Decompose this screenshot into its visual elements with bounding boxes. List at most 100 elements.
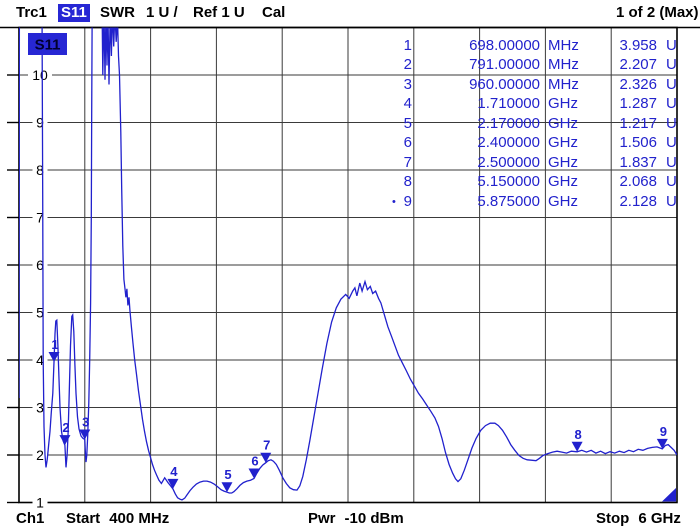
- plot-trace-chip-bg[interactable]: [28, 33, 67, 55]
- marker-7-label: 7: [263, 438, 270, 453]
- marker-3-label: 3: [82, 415, 89, 430]
- marker-9-triangle-icon: [656, 438, 668, 449]
- y-label-bg: [32, 258, 48, 272]
- cal-indicator: Cal: [262, 4, 286, 21]
- marker-row-2: 2 791.00000 MHz 2.207 U: [390, 55, 690, 75]
- y-axis-label: 4: [36, 352, 44, 368]
- marker-n: 2: [403, 56, 412, 73]
- marker-4-triangle-icon: [167, 478, 179, 489]
- marker-value: 1.217: [619, 114, 657, 132]
- marker-6-triangle-icon: [248, 468, 260, 479]
- start-frequency[interactable]: Start 400 MHz: [66, 510, 170, 527]
- marker-u: U: [666, 36, 677, 54]
- marker-unit: GHz: [548, 192, 578, 210]
- marker-6-label: 6: [251, 453, 258, 468]
- marker-value: 2.128: [619, 192, 657, 210]
- marker-value: 2.068: [619, 173, 657, 190]
- marker-n: 3: [403, 75, 412, 93]
- marker-value: 3.958: [619, 36, 657, 54]
- marker-2-triangle-icon: [59, 435, 71, 446]
- marker-freq: 791.00000: [469, 56, 540, 73]
- marker-freq: 698.00000: [469, 36, 540, 54]
- scale-per-div[interactable]: 1 U /: [146, 4, 178, 21]
- marker-n: 4: [403, 95, 412, 112]
- marker-row-1: 1 698.00000 MHz 3.958 U: [390, 36, 690, 56]
- trace-count-status: 1 of 2 (Max): [616, 4, 699, 21]
- marker-n: 6: [403, 134, 412, 151]
- source-power[interactable]: Pwr -10 dBm: [308, 510, 404, 527]
- y-label-bg: [32, 115, 48, 130]
- marker-unit: GHz: [548, 95, 578, 112]
- y-axis-label: 9: [36, 115, 44, 131]
- marker-u: U: [666, 153, 677, 171]
- marker-freq: 960.00000: [469, 75, 540, 93]
- marker-value: 1.837: [619, 153, 657, 171]
- marker-u: U: [666, 173, 677, 190]
- marker-n: 7: [403, 153, 412, 171]
- marker-unit: MHz: [548, 75, 579, 93]
- marker-value: 2.207: [619, 56, 657, 73]
- marker-freq: 1.710000: [477, 95, 540, 112]
- marker-unit: GHz: [548, 153, 578, 171]
- marker-u: U: [666, 114, 677, 132]
- marker-5-triangle-icon: [221, 482, 233, 493]
- y-label-bg: [32, 305, 48, 320]
- marker-1-label: 1: [51, 337, 58, 352]
- marker-8-label: 8: [575, 427, 582, 442]
- active-marker-dot-icon: •: [392, 195, 396, 208]
- stop-frequency[interactable]: Stop 6 GHz: [596, 510, 681, 527]
- marker-freq: 2.500000: [477, 153, 540, 171]
- reference-level[interactable]: Ref 1 U: [193, 4, 245, 21]
- marker-5-label: 5: [224, 467, 231, 482]
- marker-unit: MHz: [548, 36, 579, 54]
- y-axis-label: 7: [36, 210, 44, 226]
- marker-7-triangle-icon: [260, 452, 272, 463]
- marker-row-3: 3 960.00000 MHz 2.326 U: [390, 75, 690, 95]
- y-axis-label: 1: [36, 495, 44, 511]
- marker-3-triangle-icon: [79, 429, 91, 440]
- s-parameter-chip[interactable]: S11: [58, 4, 90, 22]
- marker-n: 9: [403, 192, 412, 210]
- marker-u: U: [666, 75, 677, 93]
- y-label-bg: [32, 163, 48, 177]
- y-axis-label: 3: [36, 400, 44, 416]
- marker-row-5: 5 2.170000 GHz 1.217 U: [390, 114, 690, 134]
- y-axis-label: 8: [36, 162, 44, 178]
- marker-row-9: • 9 5.875000 GHz 2.128 U: [390, 192, 690, 212]
- marker-freq: 5.875000: [477, 192, 540, 210]
- y-axis-label: 5: [36, 305, 44, 321]
- swr-trace: [19, 27, 677, 501]
- y-label-bg: [32, 210, 48, 225]
- marker-1-triangle-icon: [48, 351, 60, 362]
- marker-u: U: [666, 134, 677, 151]
- marker-row-7: 7 2.500000 GHz 1.837 U: [390, 153, 690, 173]
- marker-2-label: 2: [62, 420, 69, 435]
- marker-unit: MHz: [548, 56, 579, 73]
- y-axis-label: 10: [32, 67, 48, 83]
- marker-unit: GHz: [548, 114, 578, 132]
- marker-u: U: [666, 192, 677, 210]
- y-label-bg: [32, 448, 48, 462]
- marker-n: 1: [403, 36, 412, 54]
- channel-label: Ch1: [16, 510, 45, 527]
- y-axis-label: 6: [36, 257, 44, 273]
- y-axis-label: 2: [36, 447, 44, 463]
- marker-n: 5: [403, 114, 412, 132]
- marker-row-8: 8 5.150000 GHz 2.068 U: [390, 172, 690, 192]
- marker-8-triangle-icon: [571, 441, 583, 452]
- measurement-format[interactable]: SWR: [100, 4, 135, 21]
- sweep-end-indicator-icon: [662, 488, 676, 502]
- marker-row-6: 6 2.400000 GHz 1.506 U: [390, 133, 690, 153]
- y-label-bg: [28, 68, 52, 82]
- marker-freq: 2.400000: [477, 134, 540, 151]
- marker-row-4: 4 1.710000 GHz 1.287 U: [390, 94, 690, 114]
- plot-trace-chip-label: S11: [35, 37, 61, 54]
- marker-9-label: 9: [660, 424, 667, 439]
- marker-n: 8: [403, 173, 412, 190]
- marker-u: U: [666, 95, 677, 112]
- marker-value: 1.287: [619, 95, 657, 112]
- marker-u: U: [666, 56, 677, 73]
- y-label-bg: [32, 495, 48, 510]
- trace-selector[interactable]: Trc1: [16, 4, 47, 21]
